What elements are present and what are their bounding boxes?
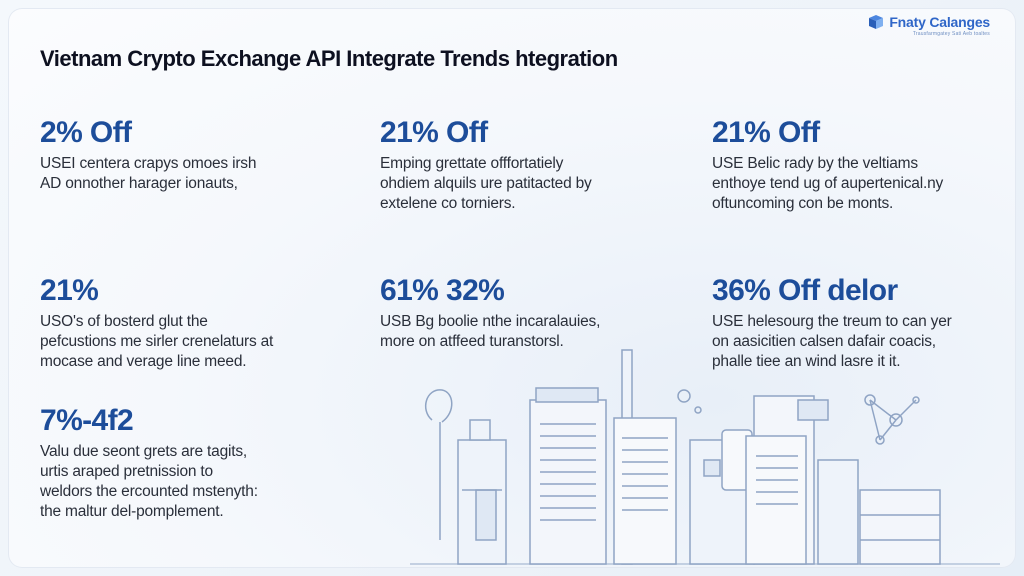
- stat-description: USB Bg boolie nthe incaralauies, more on…: [380, 312, 680, 352]
- stat-line: Emping grettate offfortatiely: [380, 155, 564, 172]
- stat-description: USEI centera crapys omoes irsh AD onnoth…: [40, 154, 340, 194]
- stat-value: 21% Off: [712, 116, 820, 149]
- stat-value: 21% Off: [380, 116, 488, 149]
- logo-tagline: Trausfarmgatey Sati Aeb toaltes: [912, 31, 990, 37]
- stat-description: Valu due seont grets are tagits, urtis a…: [40, 442, 340, 522]
- stat-line: USO's of bosterd glut the: [40, 313, 208, 330]
- stat-card: 61% 32% USB Bg boolie nthe incaralauies,…: [380, 274, 680, 352]
- stat-line: AD onnother harager ionauts,: [40, 175, 238, 192]
- cube-logo-icon: [869, 15, 884, 29]
- stat-description: USE helesourg the treum to can yer on aa…: [712, 312, 1012, 372]
- logo-name: Fnaty Calanges: [889, 14, 990, 30]
- stat-card: 7%-4f2 Valu due seont grets are tagits, …: [40, 404, 340, 522]
- stat-line: enthoye tend ug of aupertenical.ny: [712, 175, 944, 192]
- stat-card: 21% Off USE Belic rady by the veltiams e…: [712, 116, 1012, 214]
- stat-line: phalle tiee an wind lasre it it.: [712, 353, 901, 370]
- stat-value: 61% 32%: [380, 274, 505, 307]
- stat-value: 2% Off: [40, 116, 132, 149]
- brand-logo: Fnaty Calanges Trausfarmgatey Sati Aeb t…: [867, 14, 990, 37]
- page-title: Vietnam Crypto Exchange API Integrate Tr…: [40, 46, 618, 71]
- stat-line: pefcustions me sirler crenelaturs at: [40, 333, 274, 350]
- stat-value: 21%: [40, 274, 99, 307]
- stat-description: USE Belic rady by the veltiams enthoye t…: [712, 154, 1012, 214]
- stat-line: more on atffeed turanstorsl.: [380, 333, 564, 350]
- stat-line: USE Belic rady by the veltiams: [712, 155, 918, 172]
- stat-card: 21% USO's of bosterd glut the pefcustion…: [40, 274, 340, 372]
- stat-line: weldors the ercounted mstenyth:: [40, 483, 258, 500]
- stat-line: the maltur del-pomplement.: [40, 503, 224, 520]
- stat-line: urtis araped pretnission to: [40, 463, 213, 480]
- stat-line: extelene co torniers.: [380, 195, 516, 212]
- stat-line: Valu due seont grets are tagits,: [40, 443, 247, 460]
- stat-line: USE helesourg the treum to can yer: [712, 313, 952, 330]
- city-documents-illustration: [410, 349, 1000, 565]
- stat-line: USB Bg boolie nthe incaralauies,: [380, 313, 601, 330]
- stat-card: 2% Off USEI centera crapys omoes irsh AD…: [40, 116, 340, 194]
- stat-line: ohdiem alquils ure patitacted by: [380, 175, 592, 192]
- stat-value: 36% Off delor: [712, 274, 898, 307]
- stat-description: USO's of bosterd glut the pefcustions me…: [40, 312, 340, 372]
- stat-value: 7%-4f2: [40, 404, 134, 437]
- stat-card: 36% Off delor USE helesourg the treum to…: [712, 274, 1012, 372]
- stat-line: oftuncoming con be monts.: [712, 195, 894, 212]
- stat-description: Emping grettate offfortatiely ohdiem alq…: [380, 154, 680, 214]
- stat-line: USEI centera crapys omoes irsh: [40, 155, 257, 172]
- stat-line: mocase and verage line meed.: [40, 353, 247, 370]
- stat-line: on aasicitien calsen dafair coacis,: [712, 333, 936, 350]
- stat-card: 21% Off Emping grettate offfortatiely oh…: [380, 116, 680, 214]
